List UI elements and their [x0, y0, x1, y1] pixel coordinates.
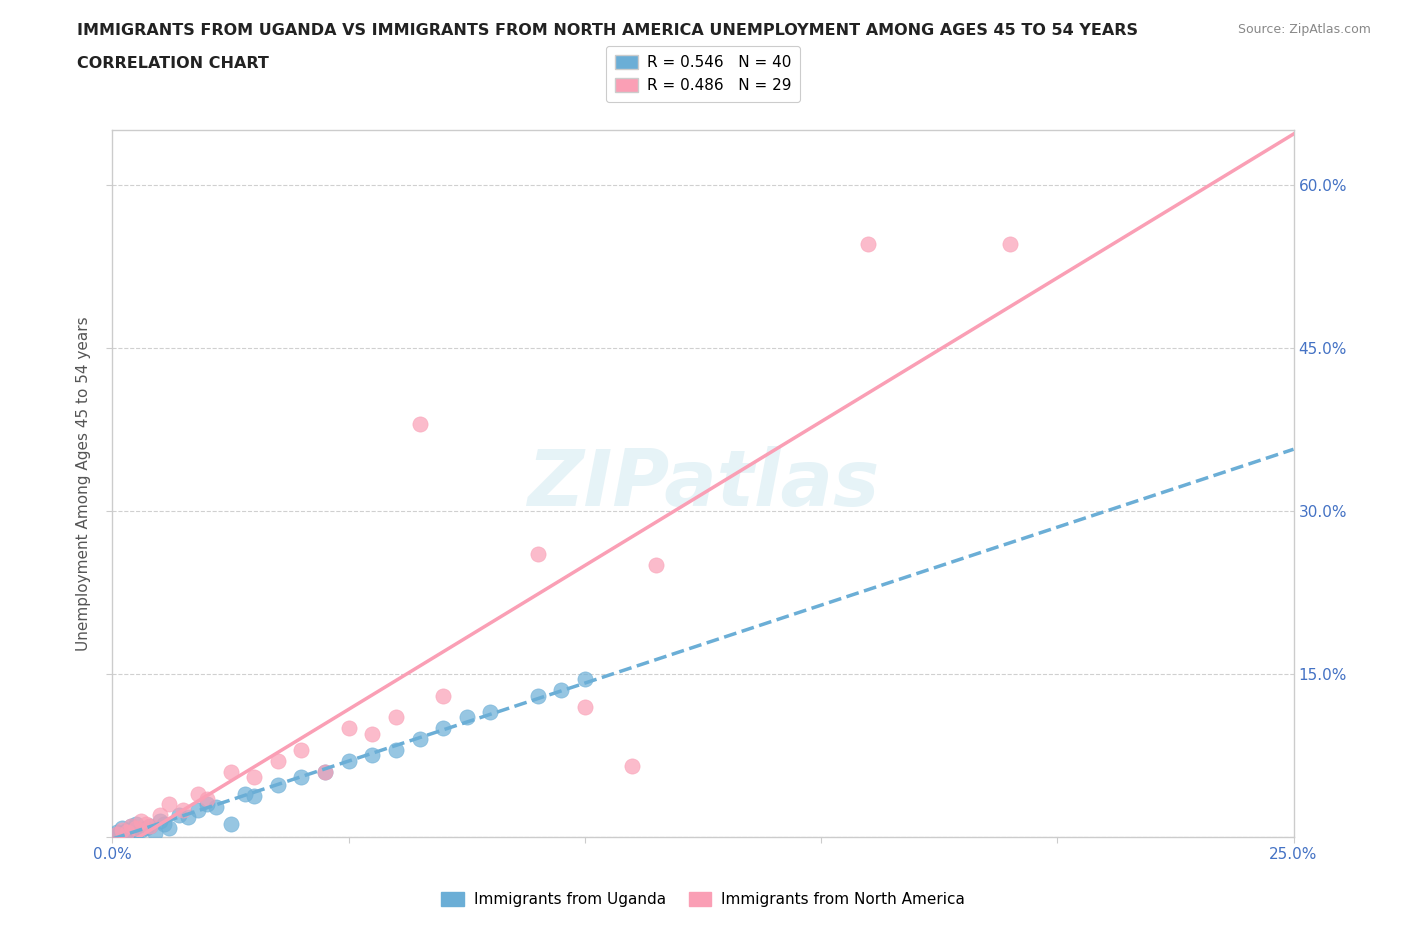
Immigrants from Uganda	[105, 829, 128, 844]
Immigrants from Uganda	[120, 826, 142, 841]
Immigrants from North America	[408, 417, 430, 432]
Immigrants from North America	[267, 753, 290, 768]
Immigrants from North America	[858, 237, 880, 252]
Immigrants from Uganda	[526, 688, 548, 703]
Immigrants from Uganda	[115, 828, 138, 843]
Immigrants from Uganda	[105, 824, 128, 839]
Immigrants from Uganda	[205, 799, 228, 814]
Immigrants from Uganda	[337, 753, 360, 768]
Immigrants from Uganda	[120, 818, 142, 833]
Immigrants from Uganda	[361, 748, 384, 763]
Text: IMMIGRANTS FROM UGANDA VS IMMIGRANTS FROM NORTH AMERICA UNEMPLOYMENT AMONG AGES : IMMIGRANTS FROM UGANDA VS IMMIGRANTS FRO…	[77, 23, 1139, 38]
Immigrants from North America	[314, 764, 336, 779]
Immigrants from Uganda	[177, 810, 200, 825]
Immigrants from Uganda	[111, 821, 134, 836]
Immigrants from Uganda	[385, 742, 408, 757]
Immigrants from Uganda	[195, 797, 218, 812]
Immigrants from Uganda	[149, 813, 172, 828]
Immigrants from Uganda	[479, 705, 502, 720]
Immigrants from Uganda	[456, 710, 478, 724]
Immigrants from North America	[361, 726, 384, 741]
Immigrants from Uganda	[115, 823, 138, 838]
Immigrants from Uganda	[243, 789, 266, 804]
Immigrants from Uganda	[125, 817, 148, 831]
Legend: R = 0.546   N = 40, R = 0.486   N = 29: R = 0.546 N = 40, R = 0.486 N = 29	[606, 46, 800, 102]
Immigrants from North America	[111, 823, 134, 838]
Immigrants from North America	[337, 721, 360, 736]
Immigrants from North America	[644, 558, 666, 573]
Immigrants from Uganda	[153, 817, 176, 831]
Text: ZIPatlas: ZIPatlas	[527, 445, 879, 522]
Legend: Immigrants from Uganda, Immigrants from North America: Immigrants from Uganda, Immigrants from …	[436, 885, 970, 913]
Immigrants from Uganda	[143, 825, 166, 840]
Y-axis label: Unemployment Among Ages 45 to 54 years: Unemployment Among Ages 45 to 54 years	[76, 316, 91, 651]
Immigrants from North America	[526, 547, 548, 562]
Immigrants from North America	[125, 821, 148, 836]
Immigrants from North America	[574, 699, 596, 714]
Immigrants from Uganda	[219, 817, 242, 831]
Immigrants from North America	[290, 742, 312, 757]
Immigrants from Uganda	[233, 786, 256, 801]
Immigrants from Uganda	[111, 825, 134, 840]
Text: CORRELATION CHART: CORRELATION CHART	[77, 56, 269, 71]
Immigrants from North America	[149, 808, 172, 823]
Immigrants from Uganda	[550, 683, 572, 698]
Immigrants from Uganda	[267, 777, 290, 792]
Immigrants from Uganda	[167, 808, 190, 823]
Immigrants from Uganda	[314, 764, 336, 779]
Immigrants from Uganda	[574, 671, 596, 686]
Immigrants from North America	[157, 797, 180, 812]
Immigrants from Uganda	[157, 821, 180, 836]
Immigrants from North America	[385, 710, 408, 724]
Immigrants from North America	[219, 764, 242, 779]
Immigrants from Uganda	[432, 721, 454, 736]
Immigrants from Uganda	[125, 825, 148, 840]
Immigrants from Uganda	[135, 821, 157, 836]
Immigrants from North America	[135, 817, 157, 831]
Immigrants from North America	[621, 759, 644, 774]
Immigrants from North America	[195, 791, 218, 806]
Immigrants from Uganda	[139, 818, 162, 833]
Immigrants from North America	[186, 786, 208, 801]
Immigrants from North America	[998, 237, 1021, 252]
Immigrants from North America	[105, 826, 128, 841]
Text: Source: ZipAtlas.com: Source: ZipAtlas.com	[1237, 23, 1371, 36]
Immigrants from North America	[129, 813, 152, 828]
Immigrants from North America	[172, 803, 194, 817]
Immigrants from Uganda	[105, 826, 128, 841]
Immigrants from Uganda	[186, 803, 208, 817]
Immigrants from Uganda	[290, 770, 312, 785]
Immigrants from Uganda	[408, 732, 430, 747]
Immigrants from Uganda	[111, 829, 134, 844]
Immigrants from North America	[115, 824, 138, 839]
Immigrants from North America	[432, 688, 454, 703]
Immigrants from North America	[120, 818, 142, 833]
Immigrants from North America	[139, 818, 162, 833]
Immigrants from North America	[243, 770, 266, 785]
Immigrants from Uganda	[129, 823, 152, 838]
